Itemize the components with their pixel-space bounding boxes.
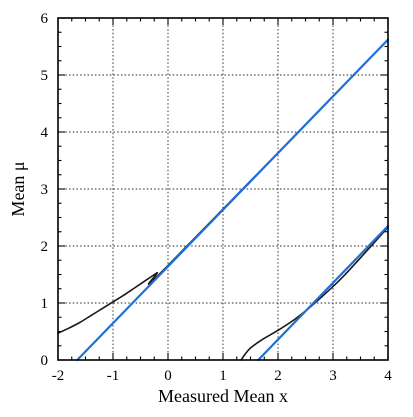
y-axis-title: Mean μ	[8, 161, 28, 216]
x-axis-title: Measured Mean x	[158, 386, 288, 406]
y-tick-label: 2	[41, 239, 49, 255]
y-tick-label: 4	[41, 125, 49, 141]
ticks	[57, 17, 389, 361]
tick-labels: -2 -1 0 1 2 3 4 0 1 2 3 4 5 6	[41, 11, 393, 384]
series-line-2	[240, 226, 389, 361]
y-tick-label: 1	[41, 296, 49, 312]
series-line-3	[76, 38, 390, 362]
x-tick-label: 1	[219, 368, 227, 384]
x-tick-label: -2	[52, 368, 65, 384]
y-tick-label: 5	[41, 68, 49, 84]
series-line-4	[257, 224, 390, 362]
x-tick-label: 3	[329, 368, 337, 384]
x-tick-label: 2	[274, 368, 282, 384]
y-tick-label: 6	[41, 11, 49, 27]
y-tick-label: 3	[41, 182, 49, 198]
y-tick-label: 0	[41, 353, 49, 369]
x-tick-label: -1	[107, 368, 120, 384]
x-tick-label: 0	[164, 368, 172, 384]
series-layer	[57, 38, 390, 362]
x-tick-label: 4	[384, 368, 392, 384]
grid	[58, 18, 388, 360]
